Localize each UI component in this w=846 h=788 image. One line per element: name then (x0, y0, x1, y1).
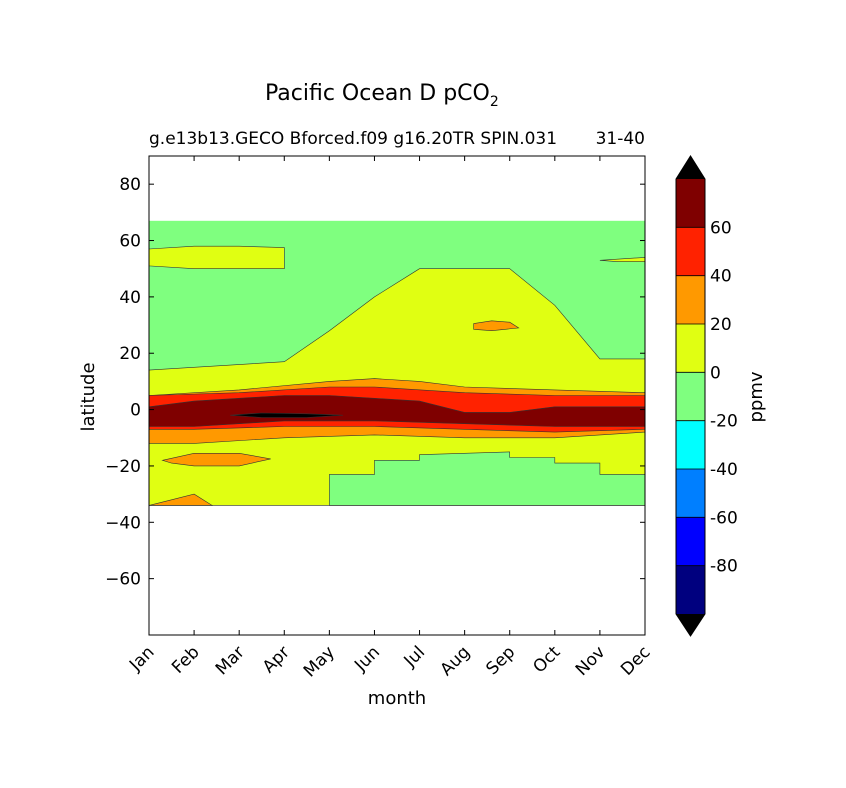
contour-orange-jan-south (148, 493, 214, 506)
x-tick-label: Feb (168, 642, 203, 677)
colorbar-tick-label: 20 (710, 315, 732, 335)
colorbar-tick-label: 40 (710, 267, 732, 287)
plot-frame (148, 155, 646, 636)
colorbar-tick-label: 0 (710, 363, 721, 383)
colorbar-segment (676, 179, 705, 228)
chart-title: Pacific Ocean D pCO2 (265, 81, 499, 110)
x-tick-label: Apr (259, 642, 294, 677)
y-tick-label: 0 (130, 401, 141, 421)
colorbar-segment (676, 565, 705, 614)
title-group: Pacific Ocean D pCO2 (265, 81, 499, 110)
y-tick-label: −40 (105, 513, 141, 533)
y-tick-label: 80 (119, 175, 141, 195)
x-tick-label: Jun (350, 642, 384, 676)
colorbar-tick-label: -20 (710, 412, 738, 432)
colorbar-segment (676, 227, 705, 276)
chart-title-subscript: 2 (490, 94, 499, 110)
x-tick-label: Jul (400, 642, 429, 671)
colorbar-label: ppmv (746, 371, 767, 422)
chart-subtitle-right: 31-40 (596, 129, 645, 149)
x-tick-label: Dec (617, 642, 654, 679)
contour-orange-south-patch (161, 452, 271, 467)
colorbar: -80 -60 -40 -20 0 20 40 60 (675, 155, 738, 637)
x-tick-label: Oct (529, 642, 564, 677)
x-tick-label: Sep (482, 642, 519, 679)
contour-orange-aug-patch (473, 320, 520, 332)
colorbar-segment (676, 372, 705, 421)
y-axis: −60 −40 −20 0 20 40 60 80 (105, 175, 645, 590)
x-tick-label: Mar (212, 642, 249, 679)
colorbar-outline (675, 155, 706, 637)
y-tick-label: 40 (119, 288, 141, 308)
colorbar-segment (676, 420, 705, 469)
chart-subtitle-left: g.e13b13.GECO Bforced.f09 g16.20TR SPIN.… (149, 129, 557, 149)
plot-area (148, 220, 646, 506)
colorbar-segment (676, 324, 705, 373)
x-tick-label: Aug (437, 642, 475, 680)
y-tick-label: 60 (119, 232, 141, 252)
contour-band-green-south (329, 451, 646, 506)
x-tick-label: May (300, 642, 339, 681)
x-tick-label: Nov (572, 642, 610, 680)
contour-yellow-north-patch (148, 245, 285, 270)
colorbar-tick-label: 60 (710, 218, 732, 238)
colorbar-tick-label: -60 (710, 508, 738, 528)
colorbar-extend-under (676, 614, 705, 636)
y-axis-label: latitude (78, 362, 99, 431)
colorbar-segment (676, 517, 705, 566)
contour-black-core (230, 412, 343, 418)
y-tick-label: −60 (105, 570, 141, 590)
colorbar-segment (676, 469, 705, 518)
colorbar-segment (676, 275, 705, 324)
x-axis-label: month (368, 688, 426, 709)
y-tick-label: −20 (105, 457, 141, 477)
colorbar-extend-over (676, 156, 705, 179)
colorbar-tick-label: -40 (710, 460, 738, 480)
x-tick-label: Jan (125, 642, 158, 675)
y-tick-label: 20 (119, 344, 141, 364)
colorbar-tick-label: -80 (710, 557, 738, 577)
